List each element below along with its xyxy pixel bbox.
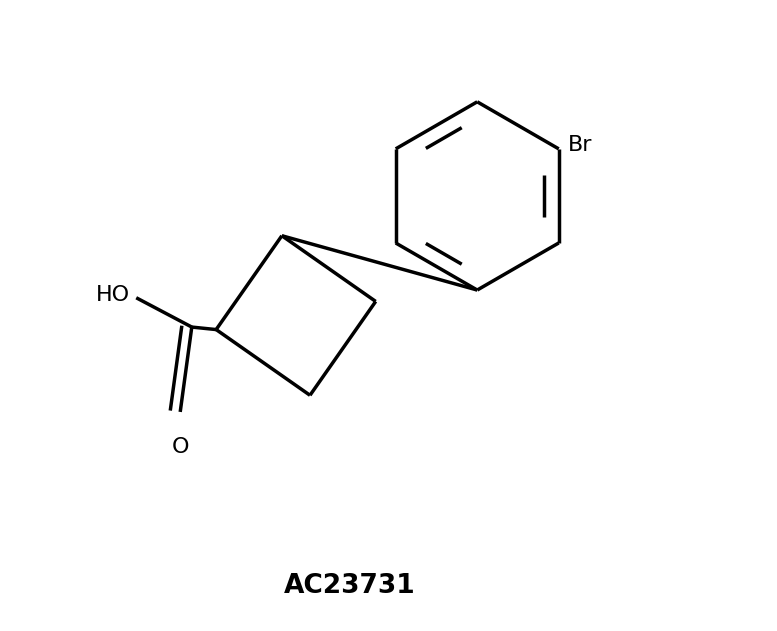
Text: O: O bbox=[172, 437, 189, 457]
Text: HO: HO bbox=[96, 285, 130, 305]
Text: AC23731: AC23731 bbox=[284, 572, 416, 599]
Text: Br: Br bbox=[568, 135, 593, 155]
